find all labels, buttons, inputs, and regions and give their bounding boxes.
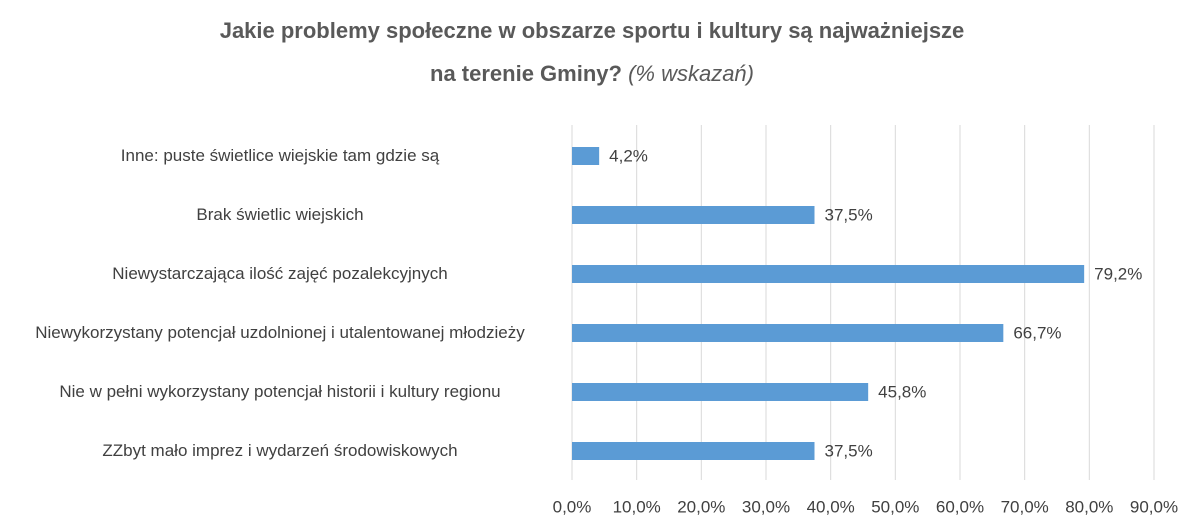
data-label: 79,2% (1094, 264, 1142, 283)
y-tick-label: Niewykorzystany potencjał uzdolnionej i … (35, 323, 525, 342)
x-tick-label: 60,0% (936, 497, 984, 516)
chart-subtitle: (% wskazań) (628, 61, 754, 86)
bar (572, 442, 815, 460)
bar (572, 383, 869, 401)
data-label: 37,5% (825, 205, 873, 224)
data-label: 45,8% (878, 382, 926, 401)
x-tick-label: 0,0% (553, 497, 592, 516)
y-tick-label: Brak świetlic wiejskich (196, 205, 364, 224)
x-tick-label: 80,0% (1065, 497, 1113, 516)
chart-title: Jakie problemy społeczne w obszarze spor… (220, 18, 965, 43)
data-label: 37,5% (825, 441, 873, 460)
x-tick-label: 50,0% (871, 497, 919, 516)
bar (572, 324, 1004, 342)
y-tick-label: Nie w pełni wykorzystany potencjał histo… (59, 382, 501, 401)
x-tick-label: 10,0% (613, 497, 661, 516)
data-label: 66,7% (1013, 323, 1061, 342)
y-tick-label: Inne: puste świetlice wiejskie tam gdzie… (120, 146, 440, 165)
x-tick-label: 40,0% (807, 497, 855, 516)
bar (572, 265, 1085, 283)
chart-title-line: na terenie Gminy? (% wskazań) (430, 61, 754, 86)
x-tick-label: 90,0% (1130, 497, 1178, 516)
y-tick-label: Niewystarczająca ilość zajęć pozalekcyjn… (112, 264, 448, 283)
chart-title: na terenie Gminy? (430, 61, 622, 86)
y-tick-label: ZZbyt mało imprez i wydarzeń środowiskow… (102, 441, 458, 460)
bar (572, 147, 600, 165)
bar (572, 206, 815, 224)
data-label: 4,2% (609, 146, 648, 165)
x-tick-label: 20,0% (677, 497, 725, 516)
x-tick-label: 30,0% (742, 497, 790, 516)
x-tick-label: 70,0% (1001, 497, 1049, 516)
